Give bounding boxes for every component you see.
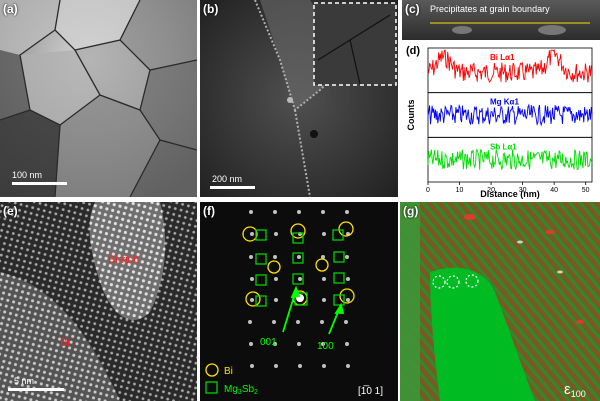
x-tick-label-30: 30 [519, 187, 527, 194]
fft-spot-27 [296, 320, 300, 324]
fft-spot-12 [297, 255, 301, 259]
fft-spot-37 [298, 364, 302, 368]
panel-e-bi-rich-label: Bi-rich [108, 254, 140, 266]
fft-spot-39 [346, 364, 350, 368]
series-label-0: Bi Lα1 [490, 53, 515, 62]
panel-a-micrograph [0, 0, 197, 197]
fft-spot-25 [248, 320, 252, 324]
legend-bi-text: Bi [224, 366, 233, 377]
fft-spot-16 [274, 277, 278, 281]
panel-e-scale-text: 5 nm [14, 376, 35, 386]
legend-bi-circle-icon [205, 363, 219, 377]
fft-spot-33 [321, 342, 325, 346]
fft-spot-17 [298, 277, 302, 281]
fft-spot-26 [272, 320, 276, 324]
panel-d-label: (d) [406, 45, 420, 57]
fft-spot-1 [273, 210, 277, 214]
fft-spot-29 [344, 320, 348, 324]
panel-g-strain-map: ε100 (g) [400, 202, 600, 401]
panel-b-label: (b) [203, 2, 219, 16]
fft-spot-34 [345, 342, 349, 346]
fft-spot-4 [345, 210, 349, 214]
x-tick-label-20: 20 [487, 187, 495, 194]
panel-e-bi-label: Bi [60, 337, 70, 349]
fft-spot-2 [297, 210, 301, 214]
fft-spot-11 [273, 255, 277, 259]
panel-e-haadf-image: (e) Bi-rich Bi 5 nm [0, 202, 197, 401]
series-line-2 [427, 149, 593, 171]
fft-spot-14 [345, 255, 349, 259]
legend-mg3sb2-text: Mg3Sb2 [224, 384, 258, 396]
panel-g-label: (g) [403, 204, 419, 218]
panel-e-micrograph [0, 202, 197, 401]
x-tick-label-50: 50 [582, 187, 590, 194]
panel-b-tem-image: (b) 200 nm [200, 0, 398, 197]
panel-b-scale-text: 200 nm [212, 174, 243, 184]
strain-symbol: ε100 [564, 381, 586, 399]
panel-b-scale-bar [210, 186, 255, 189]
x-tick-label-0: 0 [426, 187, 430, 194]
fft-spot-31 [273, 342, 277, 346]
panel-a-label: (a) [3, 2, 18, 16]
series-line-1 [427, 103, 593, 127]
panel-c-stem-strip: (c) Precipitates at grain boundary [402, 0, 600, 40]
fft-spot-30 [249, 342, 253, 346]
fft-spot-28 [320, 320, 324, 324]
panel-e-label: (e) [3, 204, 18, 218]
arrow-100-label: 100 [317, 341, 334, 352]
panel-f-label: (f) [203, 204, 215, 218]
panel-f-diffraction: 001 100 Bi Mg3Sb2 [1̅0 1] [205, 210, 383, 397]
panel-c-caption: Precipitates at grain boundary [430, 4, 550, 14]
zone-axis-label: [1̅0 1] [358, 385, 383, 397]
panel-a-scale-bar [12, 182, 67, 185]
x-axis-label: Distance (nm) [480, 189, 540, 199]
x-tick-label-40: 40 [550, 187, 558, 194]
fft-spot-23 [322, 298, 326, 302]
x-tick-label-10: 10 [456, 187, 464, 194]
series-line-0 [427, 49, 593, 83]
fft-spot-35 [250, 364, 254, 368]
fft-spot-15 [250, 277, 254, 281]
panel-b-micrograph [200, 0, 398, 197]
fft-spot-19 [346, 277, 350, 281]
arrow-001-label: 001 [260, 337, 277, 348]
fft-spot-36 [274, 364, 278, 368]
fft-spot-18 [322, 277, 326, 281]
fft-spot-5 [250, 232, 254, 236]
fft-spot-6 [274, 232, 278, 236]
fft-spot-21 [274, 298, 278, 302]
fft-spot-38 [322, 364, 326, 368]
series-label-1: Mg Kα1 [490, 98, 519, 107]
panel-a-scale-text: 100 nm [12, 170, 43, 180]
fft-spot-10 [249, 255, 253, 259]
legend-mg3sb2-square-icon [205, 381, 218, 394]
panel-c-label: (c) [405, 2, 420, 16]
panel-e-scale-bar [8, 388, 64, 391]
panel-f-fft-pattern: 001 100 Bi Mg3Sb2 [1̅0 1] (f) [200, 202, 398, 401]
panel-b-inset [313, 2, 397, 86]
fft-spot-13 [321, 255, 325, 259]
y-axis-label: Counts [406, 100, 416, 131]
series-label-2: Sb Lα1 [490, 142, 517, 151]
fft-spot-24 [346, 298, 350, 302]
fft-spot-3 [321, 210, 325, 214]
panel-c-image [402, 0, 600, 40]
panel-g-map: ε100 [400, 202, 600, 401]
fft-spot-32 [297, 342, 301, 346]
fft-spot-8 [322, 232, 326, 236]
fft-spot-0 [249, 210, 253, 214]
panel-d-eds-linescan: (d) Bi Lα1 Mg Kα1 Sb Lα1 0 10 20 30 40 50 Distanc… [402, 42, 600, 200]
eds-chart: (d) Bi Lα1 Mg Kα1 Sb Lα1 0 10 20 30 40 50 Distanc… [406, 45, 593, 199]
panel-a-tem-image: (a) 100 nm [0, 0, 197, 197]
fft-spot-20 [250, 298, 254, 302]
